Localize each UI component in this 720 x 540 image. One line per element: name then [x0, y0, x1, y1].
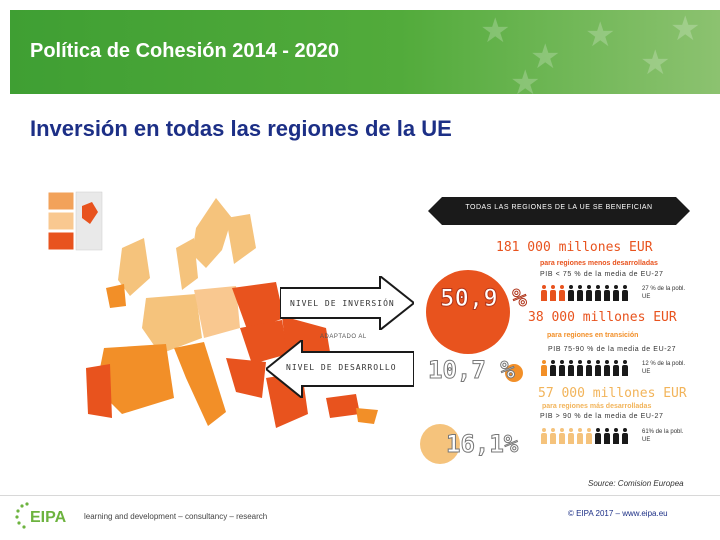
- star-icon: ★: [585, 16, 616, 54]
- person-icon: [594, 285, 602, 301]
- person-icon: [621, 285, 629, 301]
- less-developed-population-icons: [540, 285, 629, 301]
- transition-population: 12 % de la pobl. UE: [642, 361, 686, 375]
- slide-subtitle: Inversión en todas las regiones de la UE: [30, 116, 452, 141]
- eipa-logo: EIPA: [15, 502, 67, 529]
- footer-divider: [0, 495, 720, 496]
- person-icon: [567, 428, 575, 444]
- person-icon: [585, 428, 593, 444]
- person-icon: [558, 285, 566, 301]
- person-icon: [567, 285, 575, 301]
- person-icon: [603, 428, 611, 444]
- footer-copyright: © EIPA 2017 – www.eipa.eu: [568, 509, 668, 518]
- person-icon: [594, 428, 602, 444]
- person-icon: [612, 360, 620, 376]
- eu-regions-map: [47, 191, 378, 428]
- less-developed-category: para regiones menos desarrolladas: [540, 260, 658, 267]
- more-developed-amount: 57 000 millones EUR: [538, 386, 687, 401]
- header-banner: ★ ★ ★ ★ ★ ★ Política de Cohesión 2014 - …: [10, 10, 720, 94]
- person-icon: [585, 360, 593, 376]
- investment-arrow-label: NIVEL DE INVERSIÓN: [290, 299, 395, 308]
- person-icon: [576, 360, 584, 376]
- transition-population-icons: [540, 360, 629, 376]
- more-developed-population-icons: [540, 428, 629, 444]
- person-icon: [540, 428, 548, 444]
- less-developed-amount: 181 000 millones EUR: [496, 240, 653, 255]
- person-icon: [576, 285, 584, 301]
- adapted-label: ADAPTADO AL: [320, 334, 367, 340]
- more-developed-population: 61% de la pobl. UE: [642, 429, 684, 443]
- footer-tagline: learning and development – consultancy –…: [84, 512, 268, 521]
- development-arrow-label: NIVEL DE DESARROLLO: [286, 363, 397, 372]
- transition-gdp: PIB 75-90 % de la media de EU-27: [548, 346, 677, 353]
- person-icon: [549, 285, 557, 301]
- transition-amount: 38 000 millones EUR: [528, 310, 677, 325]
- person-icon: [558, 360, 566, 376]
- transition-category: para regiones en transición: [547, 332, 639, 339]
- less-developed-bubble: [426, 270, 510, 354]
- star-icon: ★: [510, 64, 541, 94]
- person-icon: [621, 428, 629, 444]
- transition-bubble: [505, 364, 523, 382]
- ribbon-text: TODAS LAS REGIONES DE LA UE SE BENEFICIA…: [465, 204, 653, 211]
- star-icon: ★: [530, 38, 561, 76]
- more-developed-bubble: [420, 424, 460, 464]
- more-developed-category: para regiones más desarrolladas: [542, 403, 652, 410]
- person-icon: [621, 360, 629, 376]
- development-arrow: [266, 340, 414, 398]
- person-icon: [612, 285, 620, 301]
- person-icon: [549, 428, 557, 444]
- investment-arrow: [280, 276, 414, 330]
- person-icon: [603, 285, 611, 301]
- ribbon-banner: [428, 197, 690, 225]
- more-developed-gdp: PIB > 90 % de la media de EU-27: [540, 413, 664, 420]
- more-developed-percent: 16,1%: [445, 430, 519, 459]
- person-icon: [549, 360, 557, 376]
- person-icon: [612, 428, 620, 444]
- page-title: Política de Cohesión 2014 - 2020: [30, 40, 340, 62]
- person-icon: [603, 360, 611, 376]
- person-icon: [558, 428, 566, 444]
- less-developed-gdp: PIB < 75 % de la media de EU-27: [540, 271, 664, 278]
- person-icon: [540, 285, 548, 301]
- star-icon: ★: [640, 44, 671, 82]
- source-note: Source: Comision Europea: [588, 479, 684, 488]
- person-icon: [540, 360, 548, 376]
- star-icon: ★: [670, 10, 701, 48]
- person-icon: [567, 360, 575, 376]
- less-developed-percent: 50,9 %: [440, 284, 528, 313]
- person-icon: [585, 285, 593, 301]
- logo-text: EIPA: [30, 509, 67, 526]
- person-icon: [594, 360, 602, 376]
- less-developed-population: 27 % de la pobl. UE: [642, 286, 686, 300]
- star-icon: ★: [480, 12, 511, 50]
- transition-percent: 10,7 %: [428, 356, 516, 385]
- person-icon: [576, 428, 584, 444]
